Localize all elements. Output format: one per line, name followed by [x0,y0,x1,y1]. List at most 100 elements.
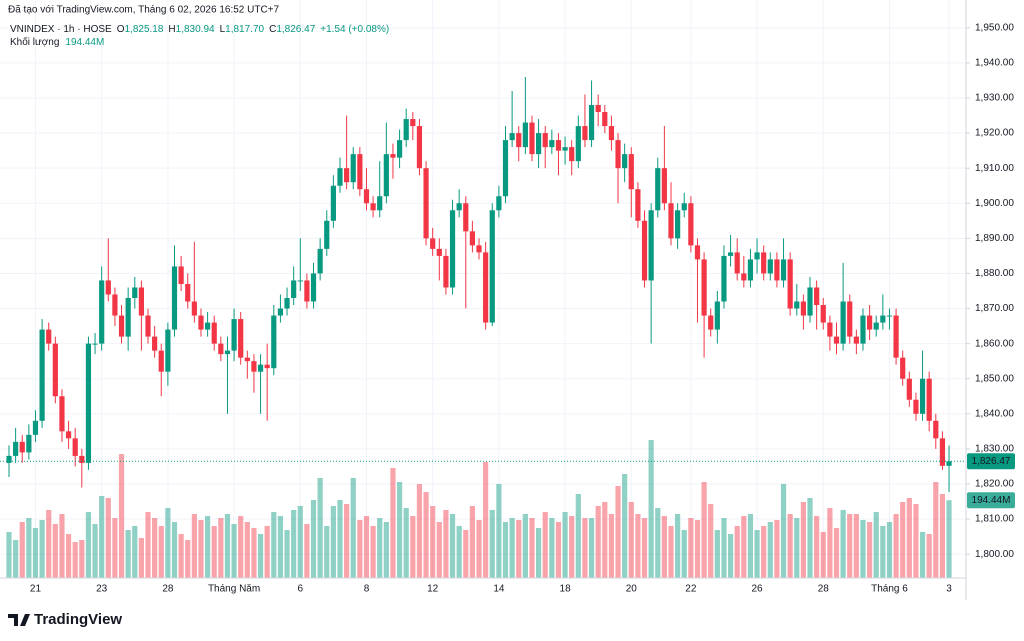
volume-bar [224,514,231,578]
volume-bar [271,512,277,578]
y-tick-label: 1,950.00 [975,22,1014,33]
volume-bar [284,530,290,578]
volume-bar [502,522,509,578]
candle-body [99,280,105,344]
legend-label: L [220,24,226,35]
volume-bar [231,524,237,578]
candle-body [72,438,78,456]
x-tick-label: Tháng 6 [871,584,908,595]
candle-body [926,378,932,421]
candle-body [602,112,608,127]
volume-bar [39,520,45,578]
volume-bar [410,516,416,578]
candle-body [562,147,568,151]
volume-bar [608,514,615,578]
y-tick-label: 1,890.00 [975,233,1014,244]
candle-body [827,322,833,337]
volume-bar [582,518,588,578]
x-tick-label: 26 [751,584,763,595]
candle-body [26,434,32,453]
candle-body [118,315,125,337]
x-tick-label: 21 [30,584,42,595]
candle-body [502,140,509,197]
volume-bar [794,518,800,578]
volume-bar [178,534,184,578]
candle-body [297,280,303,282]
candle-body [357,154,363,190]
volume-bar [383,522,389,578]
x-tick-label: 23 [96,584,108,595]
volume-bar [463,530,469,578]
candle-body [416,126,423,169]
volume-bar [238,516,244,578]
volume-bar [761,526,767,578]
volume-bar [754,530,760,578]
volume-bar [900,502,906,578]
candle-body [205,322,211,330]
volume-bar [390,468,396,578]
volume-bar [244,522,250,578]
candle-body [873,322,879,330]
candle-body [171,266,178,330]
footer-logo: TradingView [8,611,122,628]
volume-bar [416,484,423,578]
legend-change: +1.54 (+0.08%) [320,24,389,35]
candle-body [727,252,734,256]
candle-body [946,461,952,466]
x-tick-label: 20 [626,584,638,595]
candle-body [46,329,52,344]
legend-label: O [117,24,125,35]
candle-body [271,315,277,369]
legend-value: 1,825.18 [124,24,163,35]
volume-bar [800,502,806,578]
volume-bar [562,512,568,578]
candle-body [152,336,158,351]
volume-name: Khối lượng 194.44M [10,36,104,48]
candle-body [443,255,449,288]
x-tick-label: 6 [297,584,303,595]
candle-body [714,301,720,330]
candle-body [198,315,204,330]
volume-bar [734,526,740,578]
candle-body [721,255,727,302]
volume-bar [363,516,370,578]
volume-bar [489,510,495,578]
volume-bar [569,516,575,578]
volume-bar [396,482,403,578]
x-tick-label: 28 [162,584,174,595]
volume-bar [840,510,846,578]
candle-body [284,298,290,309]
candle-body [165,329,171,372]
candle-body [661,168,667,204]
volume-bar [939,494,946,578]
volume-bar [721,518,727,578]
candle-body [112,294,118,316]
candle-body [317,248,323,274]
candle-body [403,119,409,141]
candle-body [807,287,813,316]
x-tick-label: 28 [818,584,830,595]
legend-label: C [269,24,276,35]
volume-bar [456,526,462,578]
candle-body [344,168,350,183]
volume-bar [873,512,879,578]
candle-body [582,126,588,141]
volume-bar [575,494,581,578]
volume-bar [46,510,52,578]
volume-bar [251,528,257,578]
volume-bar [152,518,158,578]
volume-bar [694,520,701,578]
volume-bar [449,514,456,578]
volume-bar [337,500,343,578]
candle-body [516,133,522,148]
candle-body [178,266,184,284]
volume-box [967,492,1015,509]
volume-bar [767,522,773,578]
candle-body [860,315,866,344]
candle-body [238,319,244,358]
candle-body [648,210,654,281]
x-tick-label: 14 [493,584,505,595]
candle-body [469,231,475,246]
candle-body [337,168,343,186]
